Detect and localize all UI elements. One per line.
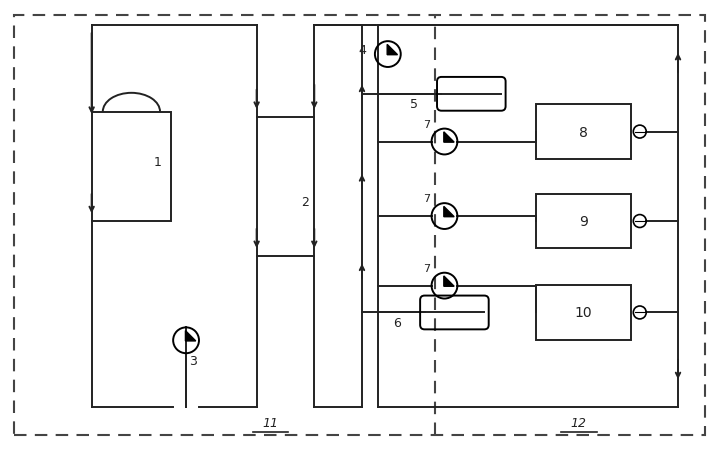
Text: 10: 10 xyxy=(574,306,592,320)
Polygon shape xyxy=(444,207,454,217)
Bar xyxy=(536,194,631,249)
Text: 2: 2 xyxy=(301,195,309,208)
Bar xyxy=(536,105,631,160)
Bar xyxy=(257,117,314,256)
Polygon shape xyxy=(444,133,454,143)
Text: 12: 12 xyxy=(571,416,587,429)
Text: 1: 1 xyxy=(153,156,161,169)
Text: 6: 6 xyxy=(393,316,400,329)
Text: 7: 7 xyxy=(423,194,430,204)
Polygon shape xyxy=(387,45,398,55)
Text: 9: 9 xyxy=(580,215,588,229)
Polygon shape xyxy=(186,331,196,341)
Text: 3: 3 xyxy=(189,354,197,367)
Text: 4: 4 xyxy=(358,43,366,56)
Bar xyxy=(91,112,171,221)
Text: 11: 11 xyxy=(262,416,278,429)
Text: 7: 7 xyxy=(423,263,430,273)
Text: 7: 7 xyxy=(423,120,430,129)
Text: 8: 8 xyxy=(580,125,588,139)
Polygon shape xyxy=(444,276,454,287)
Text: 5: 5 xyxy=(410,98,418,111)
Bar xyxy=(536,285,631,340)
